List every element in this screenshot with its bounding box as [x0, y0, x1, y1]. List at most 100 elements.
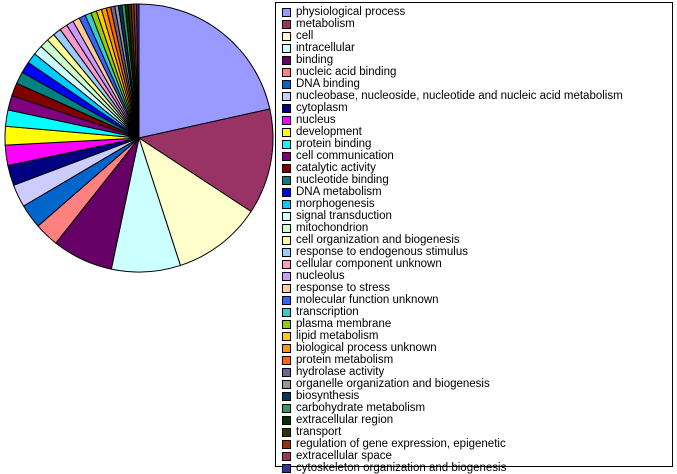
legend-item: lipid metabolism [282, 330, 378, 342]
legend-item: cellular component unknown [282, 258, 442, 270]
legend-item: cell communication [282, 150, 394, 162]
legend-label: metabolism [296, 18, 355, 30]
legend-label: transcription [296, 306, 359, 318]
legend-label: extracellular space [296, 450, 392, 462]
legend-swatch [282, 223, 291, 233]
legend-label: cytoplasm [296, 102, 348, 114]
legend-swatch [282, 283, 291, 293]
pie-slice [138, 136, 252, 267]
legend-label: catalytic activity [296, 162, 376, 174]
legend-label: protein binding [296, 138, 372, 150]
legend-item: cytoplasm [282, 102, 348, 114]
legend-label: extracellular region [296, 414, 394, 426]
legend-swatch [282, 79, 291, 89]
legend-swatch [282, 295, 291, 305]
legend-item: cytoskeleton organization and biogenesis [282, 462, 506, 474]
legend-label: cytoskeleton organization and biogenesis [296, 462, 507, 474]
legend-swatch [282, 391, 291, 401]
legend-item: cell [282, 30, 313, 42]
legend-label: cell organization and biogenesis [296, 234, 460, 246]
legend-swatch [282, 127, 291, 137]
legend-label: biological process unknown [296, 342, 437, 354]
legend-label: biosynthesis [296, 390, 360, 402]
legend-swatch [282, 43, 291, 53]
legend-item: molecular function unknown [282, 294, 439, 306]
legend-label: nucleolus [296, 270, 345, 282]
legend-label: hydrolase activity [296, 366, 385, 378]
legend-label: physiological process [296, 6, 406, 18]
legend-label: DNA metabolism [296, 186, 382, 198]
legend-item: mitochondrion [282, 222, 368, 234]
legend-swatch [282, 379, 291, 389]
pie-slice [136, 3, 140, 139]
legend-item: protein metabolism [282, 354, 393, 366]
legend-swatch [282, 211, 291, 221]
legend-label: nucleobase, nucleoside, nucleotide and n… [296, 90, 623, 102]
legend-swatch [282, 343, 291, 353]
legend: physiological process metabolism cell intra… [275, 2, 673, 474]
legend-swatch [282, 199, 291, 209]
legend-swatch [282, 247, 291, 257]
legend-item: cell organization and biogenesis [282, 234, 460, 246]
legend-label: development [296, 126, 362, 138]
legend-swatch [282, 319, 291, 329]
legend-swatch [282, 259, 291, 269]
legend-label: lipid metabolism [296, 330, 379, 342]
legend-item: biosynthesis [282, 390, 359, 402]
legend-swatch [282, 151, 291, 161]
legend-item: response to stress [282, 282, 390, 294]
legend-swatch [282, 91, 291, 101]
legend-label: transport [296, 426, 342, 438]
legend-label: plasma membrane [296, 318, 392, 330]
legend-swatch [282, 235, 291, 245]
legend-swatch [282, 163, 291, 173]
legend-item: nucleotide binding [282, 174, 389, 186]
legend-item: physiological process [282, 6, 405, 18]
legend-item: development [282, 126, 362, 138]
legend-label: organelle organization and biogenesis [296, 378, 490, 390]
legend-swatch [282, 331, 291, 341]
legend-swatch [282, 307, 291, 317]
legend-item: extracellular space [282, 450, 392, 462]
legend-item: morphogenesis [282, 198, 375, 210]
legend-swatch [282, 115, 291, 125]
legend-item: transcription [282, 306, 359, 318]
legend-label: cellular component unknown [296, 258, 442, 270]
legend-item: DNA binding [282, 78, 360, 90]
legend-swatch [282, 19, 291, 29]
legend-swatch [282, 7, 291, 17]
legend-swatch [282, 31, 291, 41]
legend-item: plasma membrane [282, 318, 391, 330]
legend-item: intracellular [282, 42, 355, 54]
legend-label: signal transduction [296, 210, 392, 222]
legend-item: nucleus [282, 114, 336, 126]
legend-label: molecular function unknown [296, 294, 439, 306]
legend-swatch [282, 439, 291, 449]
legend-label: nucleotide binding [296, 174, 389, 186]
legend-swatch [282, 427, 291, 437]
legend-label: response to stress [296, 282, 390, 294]
legend-item: nucleic acid binding [282, 66, 396, 78]
legend-item: carbohydrate metabolism [282, 402, 425, 414]
legend-item: biological process unknown [282, 342, 437, 354]
pie-slice [137, 108, 274, 213]
legend-label: morphogenesis [296, 198, 375, 210]
legend-swatch [282, 271, 291, 281]
legend-swatch [282, 463, 291, 473]
pie-slice [138, 3, 271, 139]
legend-item: response to endogenous stimulus [282, 246, 468, 258]
legend-item: nucleolus [282, 270, 345, 282]
legend-swatch [282, 55, 291, 65]
legend-label: response to endogenous stimulus [296, 246, 468, 258]
legend-swatch [282, 187, 291, 197]
legend-item: signal transduction [282, 210, 392, 222]
legend-item: DNA metabolism [282, 186, 382, 198]
legend-label: nucleic acid binding [296, 66, 397, 78]
legend-swatch [282, 355, 291, 365]
legend-label: carbohydrate metabolism [296, 402, 426, 414]
legend-swatch [282, 415, 291, 425]
legend-label: protein metabolism [296, 354, 394, 366]
legend-item: transport [282, 426, 341, 438]
legend-item: regulation of gene expression, epigeneti… [282, 438, 506, 450]
